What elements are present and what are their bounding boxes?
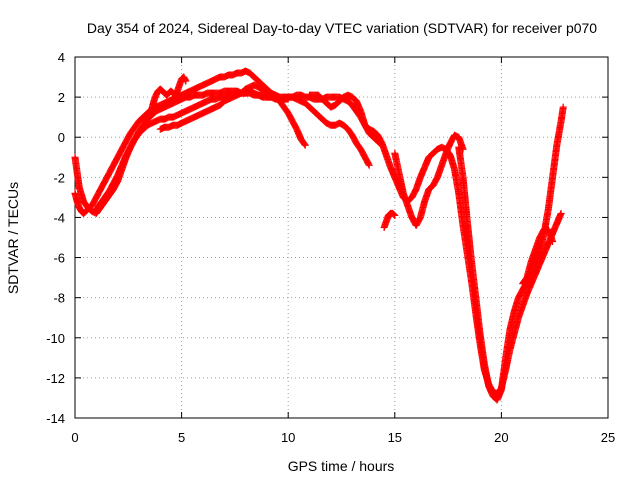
y-tick-label: -8 bbox=[53, 291, 65, 306]
data-point bbox=[378, 141, 386, 149]
y-tick-label: -14 bbox=[46, 411, 65, 426]
y-tick-label: -2 bbox=[53, 170, 65, 185]
grid bbox=[75, 57, 608, 418]
x-tick-label: 25 bbox=[601, 430, 615, 445]
data-point bbox=[377, 140, 385, 148]
y-tick-label: -4 bbox=[53, 210, 65, 225]
chart-title: Day 354 of 2024, Sidereal Day-to-day VTE… bbox=[87, 20, 597, 36]
data-point bbox=[182, 77, 190, 85]
data-point bbox=[391, 211, 399, 219]
x-tick-label: 0 bbox=[71, 430, 78, 445]
axis-ticks: 0 5 10 15 20 25 -14 -12 -10 -8 -6 -4 -2 0 2 4 bbox=[46, 50, 615, 445]
x-tick-label: 15 bbox=[388, 430, 402, 445]
y-tick-label: 0 bbox=[58, 130, 65, 145]
x-tick-label: 20 bbox=[494, 430, 508, 445]
y-tick-label: 4 bbox=[58, 50, 65, 65]
data-point bbox=[389, 210, 397, 218]
x-tick-label: 10 bbox=[281, 430, 295, 445]
data-point bbox=[549, 238, 557, 246]
data-point bbox=[559, 103, 567, 111]
plot-frame bbox=[74, 56, 609, 419]
data-point bbox=[365, 161, 373, 169]
data-points bbox=[71, 67, 567, 404]
y-tick-label: 2 bbox=[58, 90, 65, 105]
data-point bbox=[301, 141, 309, 149]
data-point bbox=[301, 140, 309, 148]
x-tick-label: 5 bbox=[178, 430, 185, 445]
data-point bbox=[365, 160, 373, 168]
y-tick-label: -6 bbox=[53, 251, 65, 266]
data-point bbox=[376, 140, 384, 148]
data-point bbox=[390, 211, 398, 219]
y-tick-label: -12 bbox=[46, 371, 65, 386]
x-axis-label: GPS time / hours bbox=[288, 458, 395, 474]
data-point bbox=[557, 209, 565, 217]
y-axis-label: SDTVAR / TECUs bbox=[5, 182, 21, 294]
y-tick-label: -10 bbox=[46, 331, 65, 346]
